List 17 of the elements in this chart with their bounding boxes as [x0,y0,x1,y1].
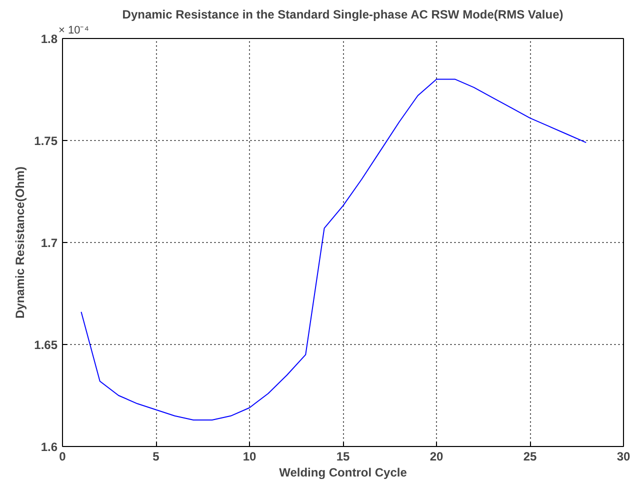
x-tick-label: 20 [430,450,444,464]
x-tick-label: 25 [523,450,537,464]
chart-title: Dynamic Resistance in the Standard Single-phase AC RSW Mode(RMS Value) [122,8,564,22]
y-tick-label: 1.8 [40,32,58,46]
y-tick-label: 1.75 [34,134,58,148]
x-tick-label: 0 [59,450,66,464]
y-tick-label: 1.7 [40,236,58,250]
x-tick-label: 10 [242,450,256,464]
x-tick-label: 5 [152,450,160,464]
y-tick-label: 1.65 [34,338,58,352]
line-series [80,78,587,420]
x-axis-title: Welding Control Cycle [279,466,408,480]
x-tick-label: 15 [336,450,350,464]
y-axis-title: Dynamic Resistance(Ohm) [13,166,28,319]
x-tick-label: 30 [616,450,630,464]
text: × 10⁻⁴ [58,24,90,36]
y-tick-label: 1.6 [40,440,58,454]
